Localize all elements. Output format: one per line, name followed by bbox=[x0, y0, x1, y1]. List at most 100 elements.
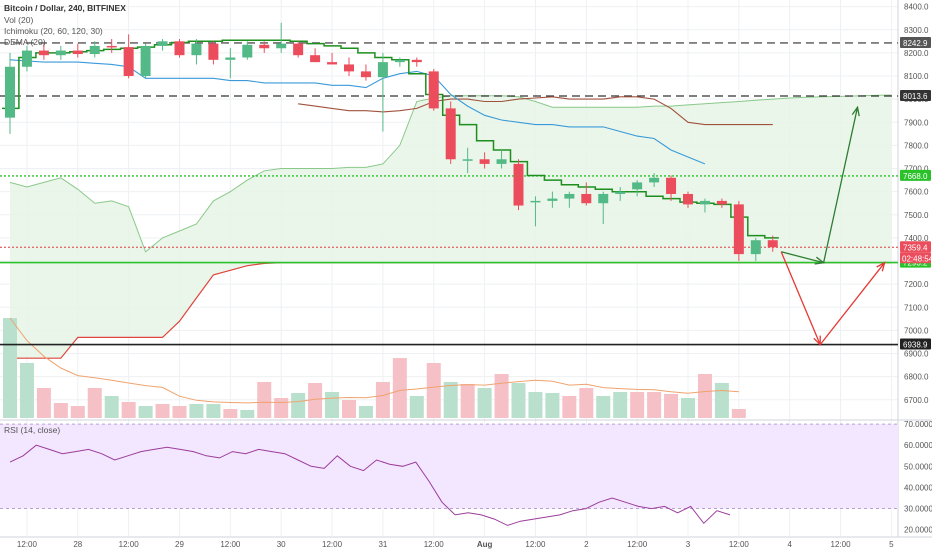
price-tick-label: 7200.0 bbox=[904, 280, 929, 289]
volume-bar bbox=[53, 403, 68, 418]
volume-ma bbox=[9, 317, 739, 404]
volume-bar bbox=[460, 384, 475, 418]
volume-bar bbox=[274, 398, 289, 418]
bearish-projection-arrow-head bbox=[876, 261, 886, 272]
volume-bar bbox=[731, 409, 746, 418]
time-tick-label: Aug bbox=[477, 540, 493, 549]
bullish-projection-arrow-head bbox=[851, 105, 860, 117]
candle-body bbox=[496, 159, 507, 164]
time-tick-label: 5 bbox=[889, 540, 894, 549]
lagging-span bbox=[298, 96, 773, 126]
countdown-tag-bg bbox=[900, 252, 931, 264]
candle-body bbox=[699, 200, 710, 205]
price-tick-label: 6800.0 bbox=[904, 373, 929, 382]
time-tick-label: 12:00 bbox=[322, 540, 343, 549]
volume-bar bbox=[477, 388, 492, 418]
volume-bar bbox=[681, 398, 695, 418]
rsi-line bbox=[9, 444, 731, 526]
candle-body bbox=[750, 240, 761, 255]
countdown-label: 02:48:54 bbox=[902, 254, 932, 263]
price-tick-label: 8100.0 bbox=[904, 72, 929, 81]
candle-body bbox=[276, 43, 287, 49]
volume-bar bbox=[3, 318, 17, 418]
candle-body bbox=[5, 66, 15, 118]
candle-body bbox=[445, 108, 456, 160]
candle-body bbox=[666, 177, 677, 194]
volume-bar bbox=[308, 383, 323, 418]
price-tag-bg bbox=[900, 89, 931, 101]
volume-bar bbox=[70, 406, 85, 418]
candle-body bbox=[479, 159, 490, 164]
volume-bar bbox=[375, 382, 390, 418]
time-tick-label: 3 bbox=[686, 540, 691, 549]
volume-bar bbox=[223, 409, 238, 418]
ichimoku-legend[interactable]: Ichimoku (20, 60, 120, 30) bbox=[4, 26, 103, 36]
volume-bar bbox=[697, 374, 712, 418]
rsi-tick-label: 20.0000 bbox=[904, 526, 932, 535]
projection-arrows bbox=[780, 105, 886, 347]
price-tag-label: 6938.9 bbox=[903, 341, 928, 350]
candle-body bbox=[157, 41, 168, 46]
price-tag-label: 7668.0 bbox=[903, 172, 928, 181]
horizontal-levels bbox=[0, 42, 898, 346]
bearish-projection-arrow-mid-head bbox=[813, 335, 821, 347]
candle-body bbox=[191, 43, 202, 56]
price-tag-label: 8013.6 bbox=[903, 92, 928, 101]
volume-bar bbox=[511, 383, 526, 418]
candle-body bbox=[72, 50, 83, 55]
volume-bar bbox=[240, 410, 255, 418]
volume-bar bbox=[155, 404, 170, 418]
candle-body bbox=[21, 50, 32, 67]
volume-bar bbox=[426, 363, 441, 418]
candles bbox=[5, 22, 778, 262]
candle-body bbox=[632, 182, 643, 190]
volume-bar bbox=[392, 358, 407, 418]
time-tick-label: 29 bbox=[175, 540, 184, 549]
price-tag-bg bbox=[900, 36, 931, 48]
rsi-pane bbox=[0, 423, 898, 526]
volume-bar bbox=[647, 392, 662, 418]
volume-bar bbox=[104, 396, 119, 418]
volume-bar bbox=[138, 406, 153, 418]
price-tick-label: 7000.0 bbox=[904, 326, 929, 335]
time-tick-label: 4 bbox=[787, 540, 792, 549]
volume-bar bbox=[172, 406, 187, 418]
rsi-legend[interactable]: RSI (14, close) bbox=[4, 425, 61, 435]
volume-bar bbox=[257, 382, 272, 418]
candle-body bbox=[530, 200, 541, 203]
time-tick-label: 12:00 bbox=[525, 540, 546, 549]
cloud-fill bbox=[10, 95, 892, 359]
time-tick-label: 12:00 bbox=[17, 540, 38, 549]
time-tick-label: 28 bbox=[73, 540, 82, 549]
price-tick-label: 8200.0 bbox=[904, 49, 929, 58]
candle-body bbox=[411, 59, 422, 63]
candle-body bbox=[174, 41, 185, 56]
rsi-tick-label: 50.0000 bbox=[904, 462, 932, 471]
time-tick-label: 12:00 bbox=[119, 540, 140, 549]
time-tick-label: 12:00 bbox=[220, 540, 241, 549]
rsi-tick-label: 30.0000 bbox=[904, 505, 932, 514]
rsi-tick-label: 40.0000 bbox=[904, 483, 932, 492]
bullish-projection-arrow-mid-head bbox=[814, 256, 826, 265]
dema-legend[interactable]: DEMA (20) bbox=[4, 37, 46, 47]
price-tick-label: 7600.0 bbox=[904, 188, 929, 197]
candle-body bbox=[38, 50, 49, 56]
volume-bar bbox=[562, 396, 577, 418]
volume-bar bbox=[325, 392, 340, 418]
volume-bar bbox=[630, 392, 645, 418]
candle-body bbox=[513, 163, 524, 206]
candle-body bbox=[733, 204, 744, 255]
candle-body bbox=[716, 200, 727, 205]
price-tick-label: 7700.0 bbox=[904, 165, 929, 174]
volume-bar bbox=[545, 393, 560, 418]
candle-body bbox=[225, 57, 236, 60]
price-tag-bg bbox=[900, 241, 931, 253]
volume-bar bbox=[409, 396, 424, 418]
candle-body bbox=[310, 55, 321, 63]
volume-bar bbox=[579, 388, 594, 418]
rsi-tick-label: 60.0000 bbox=[904, 441, 932, 450]
vol-legend[interactable]: Vol (20) bbox=[4, 15, 34, 25]
candle-body bbox=[462, 159, 473, 161]
